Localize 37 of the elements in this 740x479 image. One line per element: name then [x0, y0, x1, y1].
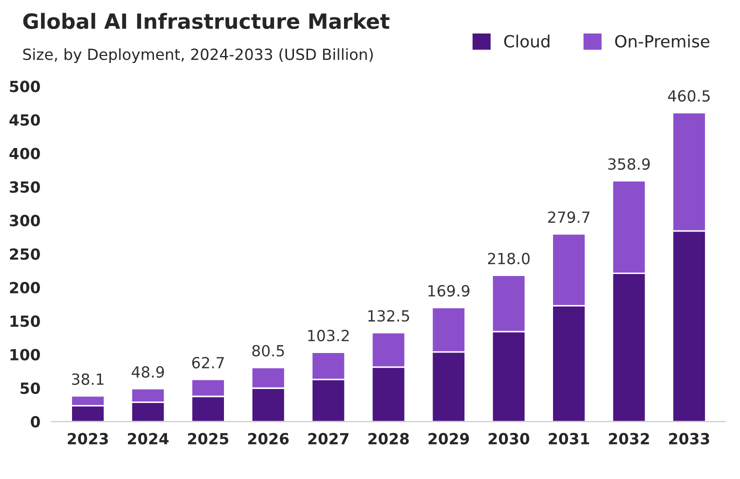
total-label: 103.2: [308, 330, 349, 342]
y-tick-label: 500: [10, 80, 40, 92]
x-tick-label: 2032: [608, 432, 649, 444]
y-tick-label: 50: [20, 382, 40, 394]
chart-subtitle: Size, by Deployment, 2024-2033 (USD Billion): [23, 48, 373, 64]
y-tick-label: 100: [10, 348, 40, 360]
y-tick-label: 150: [10, 315, 40, 327]
legend-label: On-Premise: [615, 34, 710, 48]
x-tick-label: 2023: [68, 432, 108, 444]
x-tick-label: 2027: [308, 432, 348, 444]
x-tick-label: 2025: [188, 432, 228, 444]
chart-title: Global AI Infrastructure Market: [23, 12, 390, 30]
legend-label: Cloud: [504, 34, 550, 48]
y-tick-label: 300: [10, 214, 40, 226]
total-label: 48.9: [132, 366, 164, 378]
x-tick-label: 2033: [669, 432, 710, 444]
x-tick-label: 2030: [488, 432, 530, 444]
y-tick-label: 250: [10, 248, 40, 260]
y-tick-label: 400: [9, 148, 40, 160]
x-tick-label: 2026: [248, 432, 289, 444]
x-tick-label: 2024: [128, 432, 169, 444]
y-tick-label: 350: [10, 181, 40, 193]
x-tick-label: 2029: [428, 432, 469, 444]
total-label: 38.1: [72, 373, 104, 385]
total-label: 132.5: [368, 310, 410, 322]
y-tick-label: 0: [30, 416, 40, 428]
total-label: 279.7: [548, 211, 590, 223]
total-label: 62.7: [192, 356, 224, 368]
y-tick-label: 450: [9, 114, 40, 126]
total-label: 169.9: [428, 285, 470, 297]
total-label: 460.5: [668, 90, 710, 102]
total-label: 358.9: [608, 158, 650, 170]
x-tick-label: 2031: [548, 432, 590, 444]
y-tick-label: 200: [10, 282, 40, 294]
x-tick-label: 2028: [368, 432, 409, 444]
total-label: 80.5: [252, 344, 284, 357]
total-label: 218.0: [488, 252, 530, 264]
